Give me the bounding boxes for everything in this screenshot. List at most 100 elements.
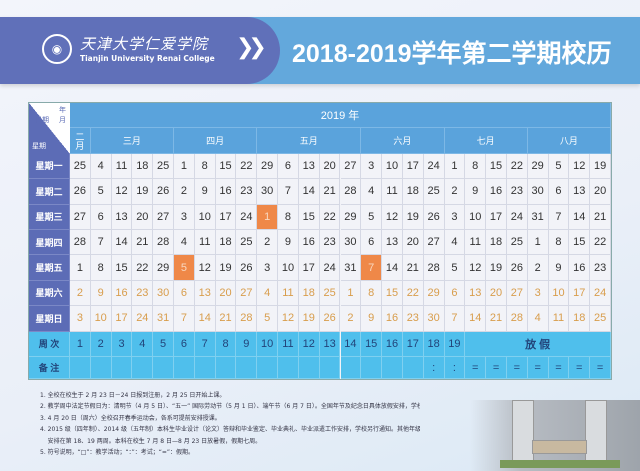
remarks-label: 备 注: [29, 357, 70, 379]
day-cell: 15: [569, 230, 591, 256]
day-cell: 10: [194, 204, 216, 230]
day-cell: 25: [319, 280, 341, 307]
day-cell: 25: [153, 153, 175, 180]
day-cell: 4: [444, 230, 466, 256]
day-cell: 31: [153, 306, 175, 332]
note-line: 2. 教学周中法定节假日为：清明节（4 月 5 日）、“五一” 国际劳动节（5 …: [40, 403, 420, 411]
remark-cell: :: [444, 357, 466, 379]
month-header: 六月: [361, 128, 445, 154]
day-cell: 14: [111, 230, 133, 256]
weekday-label: 星期一: [29, 153, 70, 180]
remark-cell: [236, 357, 258, 379]
day-cell: 7: [361, 255, 383, 281]
day-cell: 1: [527, 230, 549, 256]
day-cell: 22: [132, 255, 154, 281]
day-cell: 3: [444, 204, 466, 230]
day-cell: 1: [70, 255, 91, 281]
day-cell: 27: [70, 204, 91, 230]
day-cell: 17: [569, 280, 591, 307]
remark-cell: =: [506, 357, 528, 379]
day-cell: 14: [569, 204, 591, 230]
day-cell: 16: [298, 230, 320, 256]
day-cell: 26: [70, 179, 91, 205]
week-number-cell: 15: [361, 331, 383, 357]
remark-cell: [70, 357, 91, 379]
week-number-cell: 17: [402, 331, 424, 357]
day-cell: 4: [527, 306, 549, 332]
day-cell: 8: [465, 153, 487, 180]
day-cell: 27: [423, 230, 445, 256]
week-number-cell: 16: [382, 331, 403, 357]
day-cell: 7: [278, 179, 299, 205]
remark-cell: [132, 357, 154, 379]
weekday-label: 星期三: [29, 204, 70, 230]
week-number-cell: 18: [423, 331, 445, 357]
remark-cell: =: [486, 357, 507, 379]
day-cell: 8: [278, 204, 299, 230]
month-header: 五月: [257, 128, 362, 154]
day-cell: 8: [90, 255, 112, 281]
day-cell: 14: [298, 179, 320, 205]
calendar-table: 年月 日期 星期 2019 年二月 三月 四月 五月 六月 七月 八月 星期一 25 4 11 18 2…: [28, 102, 612, 380]
day-cell: 22: [236, 153, 258, 180]
day-cell: 17: [298, 255, 320, 281]
day-cell: 29: [257, 153, 279, 180]
week-number-cell: 3: [111, 331, 133, 357]
day-cell: 15: [298, 204, 320, 230]
day-cell: 18: [132, 153, 154, 180]
college-brand: ◉ 天津大学仁爱学院 Tianjin University Renai Coll…: [0, 17, 280, 84]
month-header: 八月: [527, 128, 611, 154]
day-cell: 11: [278, 280, 299, 307]
remark-cell: :: [423, 357, 445, 379]
day-cell: 28: [70, 230, 91, 256]
day-cell: 26: [236, 255, 258, 281]
day-cell: 30: [257, 179, 279, 205]
remark-cell: [319, 357, 341, 379]
weekday-label: 星期五: [29, 255, 70, 281]
day-cell: 9: [194, 179, 216, 205]
day-cell: 21: [402, 255, 424, 281]
day-cell: 23: [236, 179, 258, 205]
day-cell: 22: [402, 280, 424, 307]
day-cell: 19: [486, 255, 507, 281]
day-cell: 13: [298, 153, 320, 180]
day-cell: 21: [215, 306, 237, 332]
day-cell: 2: [444, 179, 466, 205]
day-cell: 29: [153, 255, 175, 281]
day-cell: 7: [174, 306, 195, 332]
day-cell: 2: [527, 255, 549, 281]
day-cell: 30: [527, 179, 549, 205]
day-cell: 10: [278, 255, 299, 281]
weekday-label: 星期四: [29, 230, 70, 256]
day-cell: 9: [548, 255, 570, 281]
year-header: 2019 年: [70, 103, 611, 129]
day-cell: 13: [111, 204, 133, 230]
day-cell: 5: [548, 153, 570, 180]
day-cell: 24: [132, 306, 154, 332]
corner-header: 年月 日期 星期: [29, 103, 70, 154]
day-cell: 4: [361, 179, 383, 205]
day-cell: 25: [506, 230, 528, 256]
day-cell: 12: [569, 153, 591, 180]
week-number-cell: 11: [278, 331, 299, 357]
day-cell: 20: [402, 230, 424, 256]
day-cell: 19: [590, 153, 611, 180]
remark-cell: =: [527, 357, 549, 379]
day-cell: 16: [569, 255, 591, 281]
remark-cell: [382, 357, 403, 379]
day-cell: 24: [236, 204, 258, 230]
weekday-label: 星期二: [29, 179, 70, 205]
day-cell: 12: [465, 255, 487, 281]
vacation-label: 放 假: [465, 331, 611, 357]
day-cell: 15: [382, 280, 403, 307]
weekday-label: 星期六: [29, 280, 70, 307]
remark-cell: =: [569, 357, 591, 379]
day-cell: 23: [319, 230, 341, 256]
day-cell: 23: [132, 280, 154, 307]
campus-gate-photo: [470, 400, 640, 471]
day-cell: 15: [215, 153, 237, 180]
day-cell: 1: [174, 153, 195, 180]
month-header: 七月: [444, 128, 528, 154]
day-cell: 18: [569, 306, 591, 332]
week-number-cell: 10: [257, 331, 279, 357]
